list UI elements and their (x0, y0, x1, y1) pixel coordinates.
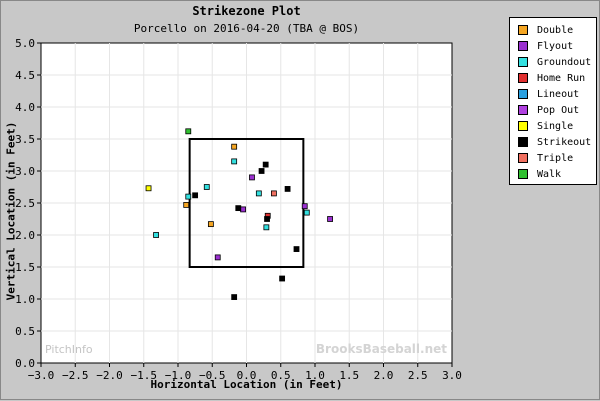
x-tick-label: 2.0 (374, 369, 394, 382)
legend-item-triple: Triple (518, 151, 573, 165)
legend-swatch (518, 41, 528, 51)
legend-item-home-run: Home Run (518, 71, 585, 85)
pitch-point-walk (185, 128, 192, 135)
pitch-point-groundout (263, 224, 270, 231)
x-tick-label: −3.0 (28, 369, 55, 382)
legend-swatch (518, 73, 528, 83)
pitch-point-single (145, 185, 152, 192)
chart-title: Strikezone Plot (192, 4, 301, 18)
watermark-brooksbaseball: BrooksBaseball.net (316, 342, 447, 356)
pitch-point-groundout (303, 209, 310, 216)
watermark-pitchinfo: PitchInfo (45, 343, 93, 356)
y-tick-label: 5.0 (15, 37, 35, 50)
legend-item-flyout: Flyout (518, 39, 573, 53)
y-tick-label: 4.5 (15, 69, 35, 82)
legend-label: Single (537, 120, 574, 132)
x-tick-label: 1.0 (305, 369, 325, 382)
pitch-point-triple (270, 190, 277, 197)
y-tick-label: 3.5 (15, 133, 35, 146)
x-tick-label: −1.0 (165, 369, 192, 382)
chart-subtitle: Porcello on 2016-04-20 (TBA @ BOS) (133, 22, 360, 35)
legend-item-single: Single (518, 119, 573, 133)
pitch-point-strikeout (258, 168, 265, 174)
y-axis-ticks: 0.0 0.5 1.0 1.5 2.0 2.5 3.0 3.5 4.0 4.5 5.0 (15, 37, 41, 370)
pitch-point-groundout (255, 190, 262, 197)
legend-label: Walk (537, 168, 562, 180)
legend-swatch (518, 169, 528, 179)
pitch-point-strikeout (279, 275, 286, 282)
legend-label: Flyout (537, 40, 574, 52)
pitch-points (145, 128, 333, 300)
pitch-point-strikeout (192, 192, 199, 199)
pitch-point-flyout (214, 254, 221, 261)
pitch-point-flyout (240, 206, 246, 213)
legend-swatch (518, 89, 528, 99)
x-axis-ticks: −3.0 −2.5 −2.0 −1.5 −1.0 −0.5 0.0 0.5 1.0 1.5 2.0 2… (28, 363, 462, 382)
pitch-point-groundout (231, 158, 238, 165)
legend-label: Groundout (537, 56, 592, 68)
pitch-point-double (231, 143, 238, 150)
legend-label: Home Run (537, 72, 586, 84)
legend-item-groundout: Groundout (518, 55, 591, 69)
pitch-point-double (183, 202, 190, 208)
x-tick-label: 1.5 (339, 369, 359, 382)
x-tick-label: 0.5 (271, 369, 291, 382)
strike-zone (188, 138, 305, 268)
x-axis-label: Horizontal Location (in Feet) (150, 378, 343, 391)
legend-label: Double (537, 24, 574, 36)
legend-item-strikeout: Strikeout (518, 135, 591, 149)
legend: Double Flyout Groundout Home Run Lineout Pop … (509, 17, 597, 185)
legend-item-double: Double (518, 23, 573, 37)
pitch-point-double (207, 221, 214, 228)
y-axis-label: Vertical Location (in Feet) (4, 121, 18, 301)
pitch-point-groundout (153, 232, 159, 238)
x-tick-label: 0.0 (237, 369, 257, 382)
y-tick-label: 0.5 (15, 325, 35, 338)
watermarks: PitchInfo BrooksBaseball.net (45, 342, 447, 356)
legend-swatch (518, 121, 528, 131)
y-tick-label: 1.5 (15, 261, 35, 274)
legend-swatch (518, 25, 528, 35)
pitch-point-strikeout (262, 161, 269, 168)
x-tick-label: 3.0 (442, 369, 462, 382)
pitch-point-flyout (301, 203, 308, 210)
pitch-point-strikeout (264, 216, 270, 222)
x-tick-label: −0.5 (199, 369, 226, 382)
legend-label: Lineout (537, 88, 580, 100)
x-tick-label: 2.5 (408, 369, 428, 382)
y-tick-label: 0.0 (15, 357, 35, 370)
x-tick-label: −2.0 (96, 369, 123, 382)
x-tick-label: −2.5 (62, 369, 89, 382)
legend-swatch (518, 57, 528, 67)
y-tick-label: 4.0 (15, 101, 35, 114)
legend-label: Triple (537, 152, 574, 164)
pitch-point-strikeout (231, 294, 238, 300)
pitch-point-strikeout (235, 205, 242, 212)
pitch-point-strikeout (284, 186, 291, 192)
legend-item-pop-out: Pop Out (518, 103, 579, 117)
y-tick-label: 1.0 (15, 293, 35, 306)
legend-swatch (518, 153, 528, 163)
legend-label: Strikeout (537, 136, 592, 148)
legend-item-walk: Walk (518, 167, 561, 181)
pitch-point-groundout (185, 193, 192, 200)
grid-lines (41, 43, 452, 363)
legend-item-lineout: Lineout (518, 87, 579, 101)
y-tick-label: 2.5 (15, 197, 35, 210)
x-tick-label: −1.5 (131, 369, 158, 382)
y-tick-label: 2.0 (15, 229, 35, 242)
pitch-point-strikeout (293, 246, 300, 252)
legend-label: Pop Out (537, 104, 580, 116)
legend-swatch (518, 137, 528, 147)
pitch-point-groundout (203, 184, 210, 190)
y-tick-label: 3.0 (15, 165, 35, 178)
pitch-point-flyout (327, 216, 333, 222)
legend-swatch (518, 105, 528, 115)
pitch-point-flyout (249, 174, 255, 181)
